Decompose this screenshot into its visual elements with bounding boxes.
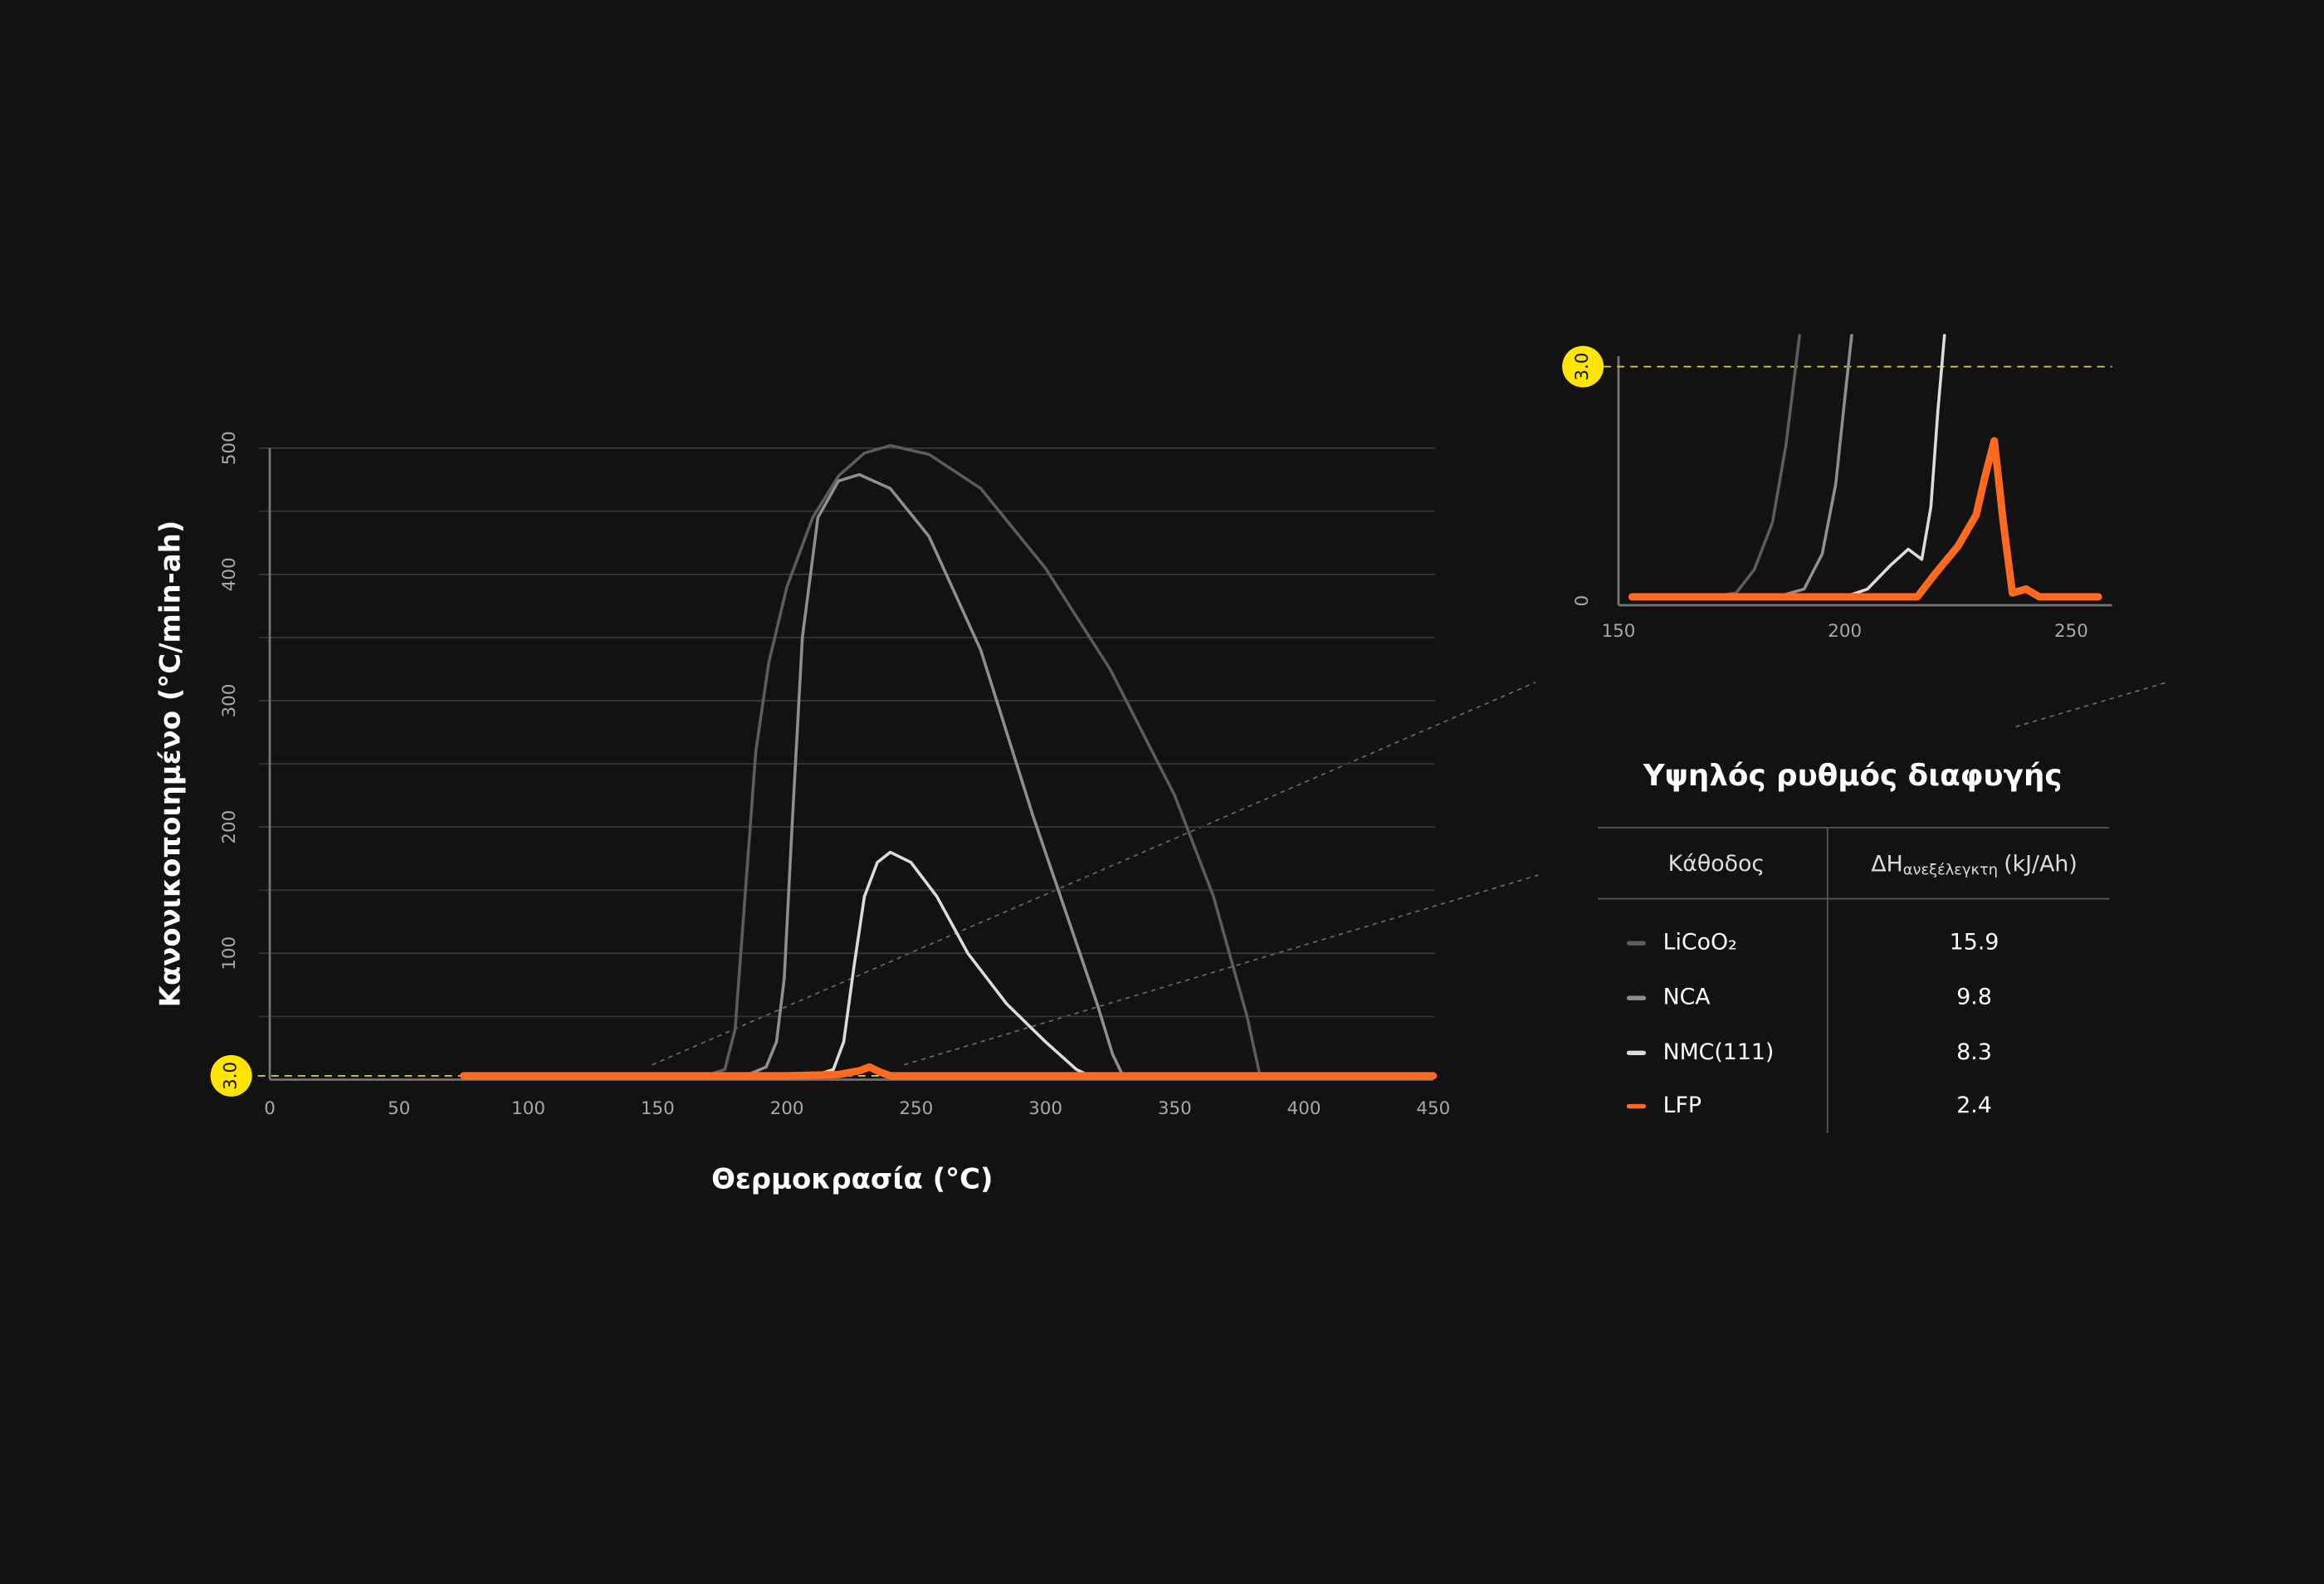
delta-h-value: 8.3	[1956, 1039, 1992, 1065]
cathode-name: NCA	[1663, 985, 1711, 1010]
x-tick-label: 300	[1028, 1098, 1062, 1119]
y-tick-label: 200	[219, 810, 240, 844]
x-tick-label: 350	[1158, 1098, 1192, 1119]
x-tick-label: 0	[264, 1098, 276, 1119]
delta-h-value: 2.4	[1956, 1093, 1992, 1118]
threshold-label: 3.0	[1572, 353, 1593, 381]
x-tick-label: 50	[388, 1098, 410, 1119]
threshold-label: 3.0	[221, 1062, 242, 1090]
x-tick-label: 150	[1602, 621, 1636, 642]
header-unit: (kJ/Ah)	[2004, 851, 2077, 877]
series-line	[1628, 437, 2102, 601]
x-tick-label: 200	[770, 1098, 804, 1119]
table-header: ΔHανεξέλεγκτη (kJ/Ah)	[1871, 851, 2077, 879]
threshold-badge	[210, 1054, 252, 1097]
x-tick-label: 250	[2054, 621, 2088, 642]
delta-h-value: 15.9	[1950, 930, 1999, 956]
series-line	[461, 443, 1435, 1078]
y-tick-label: 500	[219, 431, 240, 465]
x-tick-label: 400	[1287, 1098, 1321, 1119]
cathode-name: LiCoO₂	[1663, 930, 1737, 956]
series-line	[461, 472, 1435, 1078]
x-tick-label: 150	[641, 1098, 675, 1119]
cathode-name: LFP	[1663, 1093, 1702, 1118]
x-tick-label: 200	[1828, 621, 1862, 642]
y-tick-label: 0	[1572, 595, 1593, 607]
y-tick-label: 300	[219, 684, 240, 718]
x-tick-label: 250	[899, 1098, 933, 1119]
threshold-badge	[1562, 345, 1604, 388]
header-main: ΔH	[1871, 851, 1902, 877]
y-tick-label: 100	[219, 936, 240, 970]
header-sub: ανεξέλεγκτη	[1903, 862, 1998, 879]
table-title: Υψηλός ρυθμός διαφυγής	[1643, 759, 2063, 793]
x-axis-title: Θερμοκρασία (°C)	[711, 1162, 993, 1195]
y-axis-title: Κανονικοποιημένο (°C/min-ah)	[154, 521, 187, 1008]
table-header: Κάθοδος	[1668, 851, 1765, 877]
x-tick-label: 100	[511, 1098, 545, 1119]
delta-h-value: 9.8	[1956, 985, 1992, 1010]
connector	[652, 682, 1536, 1066]
series-line	[460, 1063, 1438, 1080]
cathode-name: NMC(111)	[1663, 1039, 1775, 1065]
x-tick-label: 450	[1416, 1098, 1450, 1119]
connector	[904, 874, 1539, 1066]
y-tick-label: 400	[219, 557, 240, 591]
